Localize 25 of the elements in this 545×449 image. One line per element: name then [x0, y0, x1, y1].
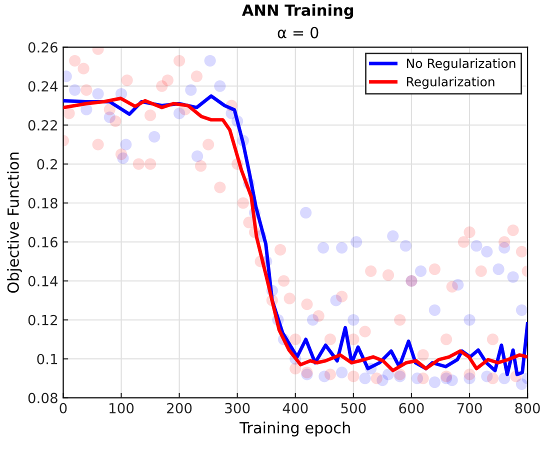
y-tick-label: 0.12	[28, 314, 57, 326]
y-tick-label: 0.22	[28, 120, 57, 131]
y-tick-label: 0.24	[28, 81, 58, 92]
y-tick-label: 0.14	[28, 276, 58, 286]
x-tick-label: 300	[225, 402, 250, 414]
x-axis-title: Training epoch	[240, 422, 350, 436]
x-tick-label: 500	[341, 402, 366, 414]
y-axis-title: Objective Function	[7, 152, 22, 293]
y-tick-label: 0.16	[28, 236, 58, 248]
x-tick-label: 600	[399, 402, 424, 414]
legend-label: No Regularization	[406, 58, 516, 70]
legend-label: Regularization	[406, 76, 494, 89]
y-tick-label: 0.08	[28, 392, 58, 404]
x-tick-label: 800	[515, 402, 540, 414]
x-tick-label: 700	[457, 402, 482, 414]
y-tick-label: 0.26	[28, 42, 58, 53]
y-tick-label: 0.1	[37, 354, 58, 364]
chart-title: ANN Training	[242, 4, 354, 20]
x-tick-label: 200	[167, 402, 192, 414]
x-tick-label: 400	[282, 402, 308, 414]
x-tick-label: 0	[60, 402, 67, 414]
y-tick-label: 0.2	[37, 159, 57, 170]
x-tick-label: 100	[110, 402, 134, 414]
chart-subtitle: α = 0	[278, 26, 318, 38]
y-tick-label: 0.18	[28, 198, 58, 208]
